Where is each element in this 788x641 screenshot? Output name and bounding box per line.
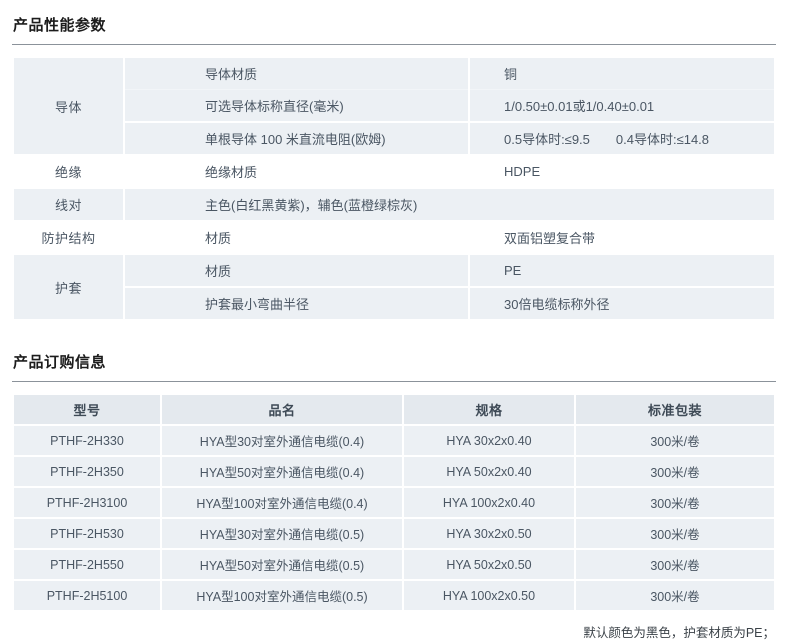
footnote: 默认颜色为黑色，护套材质为PE； bbox=[583, 626, 775, 640]
table-row: PTHF-2H5100 HYA型100对室外通信电缆(0.5) HYA 100x… bbox=[12, 579, 776, 612]
spec-value: 铜 bbox=[468, 56, 776, 90]
table-row: PTHF-2H3100 HYA型100对室外通信电缆(0.4) HYA 100x… bbox=[12, 486, 776, 519]
table-row: 绝缘 绝缘材质 HDPE bbox=[12, 154, 776, 189]
spec-value: PE bbox=[468, 253, 776, 288]
order-header-spec: 规格 bbox=[402, 393, 576, 426]
spec-group-shield: 防护结构 bbox=[12, 220, 125, 255]
section-title-ordering: 产品订购信息 bbox=[13, 354, 107, 371]
spec-group-conductor: 导体 bbox=[12, 56, 125, 156]
order-cell-spec: HYA 30x2x0.50 bbox=[402, 517, 576, 550]
spec-value: 0.5导体时:≤9.5 0.4导体时:≤14.8 bbox=[468, 121, 776, 156]
spec-label: 绝缘材质 bbox=[123, 154, 470, 189]
order-cell-package: 300米/卷 bbox=[574, 579, 776, 612]
order-cell-spec: HYA 50x2x0.50 bbox=[402, 548, 576, 581]
order-header-package: 标准包装 bbox=[574, 393, 776, 426]
performance-table: 导体 导体材质 铜 可选导体标称直径(毫米) 1/0.50±0.01或1/0.4… bbox=[12, 56, 776, 321]
table-row: 线对 主色(白红黑黄紫)，辅色(蓝橙绿棕灰) bbox=[12, 187, 776, 222]
order-cell-package: 300米/卷 bbox=[574, 486, 776, 519]
spec-group-insulation: 绝缘 bbox=[12, 154, 125, 189]
order-cell-spec: HYA 100x2x0.50 bbox=[402, 579, 576, 612]
spec-label: 可选导体标称直径(毫米) bbox=[123, 89, 470, 123]
order-cell-name: HYA型100对室外通信电缆(0.5) bbox=[160, 579, 404, 612]
spec-label: 材质 bbox=[123, 253, 470, 288]
order-cell-package: 300米/卷 bbox=[574, 517, 776, 550]
title-divider bbox=[12, 44, 776, 45]
spec-value: 30倍电缆标称外径 bbox=[468, 286, 776, 321]
order-cell-spec: HYA 50x2x0.40 bbox=[402, 455, 576, 488]
spec-value: HDPE bbox=[468, 154, 776, 189]
spec-label: 导体材质 bbox=[123, 56, 470, 90]
order-cell-model: PTHF-2H550 bbox=[12, 548, 162, 581]
order-cell-name: HYA型50对室外通信电缆(0.4) bbox=[160, 455, 404, 488]
table-header-row: 型号 品名 规格 标准包装 bbox=[12, 393, 776, 426]
order-cell-model: PTHF-2H3100 bbox=[12, 486, 162, 519]
table-row: 可选导体标称直径(毫米) 1/0.50±0.01或1/0.40±0.01 bbox=[13, 89, 776, 123]
table-row: PTHF-2H330 HYA型30对室外通信电缆(0.4) HYA 30x2x0… bbox=[12, 424, 776, 457]
order-cell-name: HYA型100对室外通信电缆(0.4) bbox=[160, 486, 404, 519]
order-cell-name: HYA型30对室外通信电缆(0.4) bbox=[160, 424, 404, 457]
spec-label: 护套最小弯曲半径 bbox=[123, 286, 470, 321]
order-cell-spec: HYA 100x2x0.40 bbox=[402, 486, 576, 519]
table-row: PTHF-2H550 HYA型50对室外通信电缆(0.5) HYA 50x2x0… bbox=[12, 548, 776, 581]
order-cell-package: 300米/卷 bbox=[574, 548, 776, 581]
order-cell-package: 300米/卷 bbox=[574, 455, 776, 488]
section-title-performance: 产品性能参数 bbox=[13, 17, 107, 34]
table-row: PTHF-2H530 HYA型30对室外通信电缆(0.5) HYA 30x2x0… bbox=[12, 517, 776, 550]
table-row: 护套 材质 PE bbox=[12, 253, 776, 321]
spec-value: 1/0.50±0.01或1/0.40±0.01 bbox=[468, 89, 776, 123]
spec-label: 材质 bbox=[123, 220, 470, 255]
title-divider bbox=[12, 381, 776, 382]
spec-label: 单根导体 100 米直流电阻(欧姆) bbox=[123, 121, 470, 156]
table-row: 护套最小弯曲半径 30倍电缆标称外径 bbox=[13, 286, 776, 321]
spec-value: 主色(白红黑黄紫)，辅色(蓝橙绿棕灰) bbox=[123, 187, 776, 222]
table-row: PTHF-2H350 HYA型50对室外通信电缆(0.4) HYA 50x2x0… bbox=[12, 455, 776, 488]
order-cell-name: HYA型50对室外通信电缆(0.5) bbox=[160, 548, 404, 581]
order-cell-model: PTHF-2H5100 bbox=[12, 579, 162, 612]
spec-group-pair: 线对 bbox=[12, 187, 125, 222]
spec-group-sheath: 护套 bbox=[12, 253, 125, 321]
table-row: 防护结构 材质 双面铝塑复合带 bbox=[12, 220, 776, 255]
order-cell-spec: HYA 30x2x0.40 bbox=[402, 424, 576, 457]
order-cell-name: HYA型30对室外通信电缆(0.5) bbox=[160, 517, 404, 550]
order-header-model: 型号 bbox=[12, 393, 162, 426]
order-cell-model: PTHF-2H330 bbox=[12, 424, 162, 457]
table-row: 导体 导体材质 铜 bbox=[12, 56, 776, 156]
order-cell-package: 300米/卷 bbox=[574, 424, 776, 457]
order-cell-model: PTHF-2H350 bbox=[12, 455, 162, 488]
table-row: 单根导体 100 米直流电阻(欧姆) 0.5导体时:≤9.5 0.4导体时:≤1… bbox=[13, 121, 776, 156]
order-cell-model: PTHF-2H530 bbox=[12, 517, 162, 550]
ordering-table: 型号 品名 规格 标准包装 PTHF-2H330 HYA型30对室外通信电缆(0… bbox=[12, 393, 776, 612]
order-header-name: 品名 bbox=[160, 393, 404, 426]
spec-value: 双面铝塑复合带 bbox=[468, 220, 776, 255]
